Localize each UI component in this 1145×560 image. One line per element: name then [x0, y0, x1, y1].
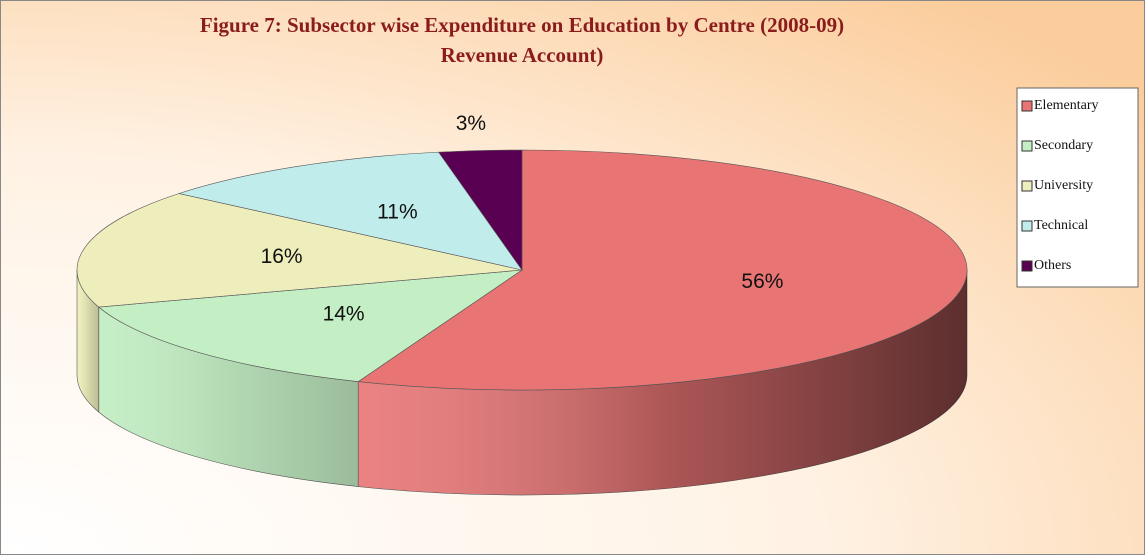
data-label: 14%: [323, 303, 365, 326]
chart-subtitle: Revenue Account): [441, 43, 604, 67]
data-label: 56%: [741, 270, 783, 293]
slice-side-shade: [77, 270, 99, 413]
slice-side-shade: [358, 270, 967, 495]
legend-label: University: [1034, 178, 1093, 193]
legend-box: [1016, 87, 1139, 288]
chart-title: Figure 7: Subsector wise Expenditure on …: [200, 13, 844, 37]
slice: [357, 149, 968, 391]
legend-swatch: [1021, 100, 1033, 112]
legend-swatch: [1021, 180, 1033, 192]
legend-label: Secondary: [1034, 138, 1093, 153]
legend-swatch: [1021, 260, 1033, 272]
slice-side-shade: [98, 307, 359, 487]
data-label: 3%: [456, 112, 486, 135]
slice: [177, 151, 523, 271]
legend-label: Elementary: [1034, 98, 1099, 113]
slice: [76, 193, 523, 308]
data-label: 16%: [261, 245, 303, 268]
legend-swatch: [1021, 140, 1033, 152]
slice: [438, 149, 523, 271]
legend-label: Technical: [1034, 218, 1088, 233]
legend-swatch: [1021, 220, 1033, 232]
data-label: 11%: [377, 201, 417, 224]
legend-label: Others: [1034, 258, 1071, 273]
